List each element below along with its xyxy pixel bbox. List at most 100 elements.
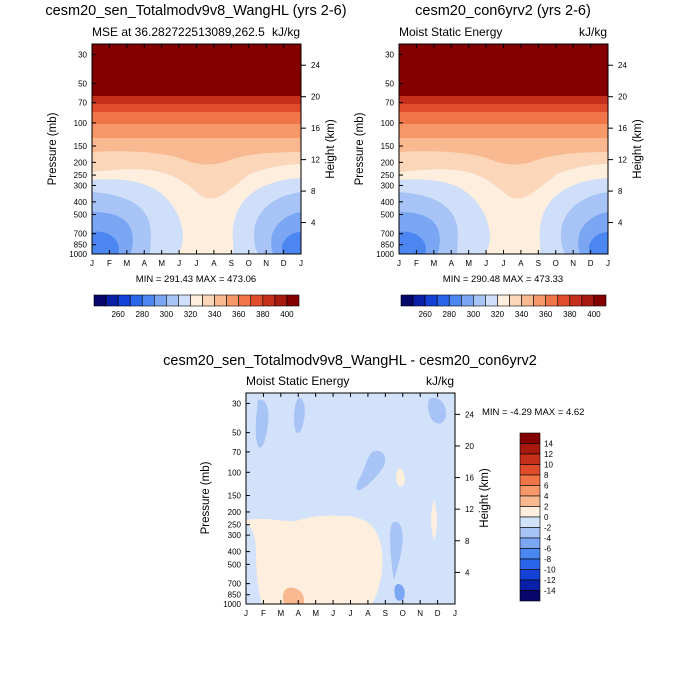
panel-2-left-label: Moist Static Energy: [399, 25, 502, 39]
panel-1-colorbar-swatch: [105, 294, 119, 307]
panel-1-stats: MIN = 291.43 MAX = 473.06: [136, 274, 256, 285]
panel-2-x-tick-label: J: [502, 259, 506, 268]
panel-3-pressure-tick-label: 100: [228, 468, 242, 477]
panel-2-stats: MIN = 290.48 MAX = 473.33: [443, 274, 563, 285]
panel-2-height-tick-label: 24: [618, 61, 627, 70]
panel-1-colorbar-swatch: [190, 294, 203, 307]
panel-3-height-tick-label: 24: [465, 410, 474, 419]
panel-2-x-tick-label: J: [606, 259, 610, 268]
panel-3-contour-fill: [246, 393, 455, 604]
panel-2-height-tick-label: 8: [618, 187, 623, 196]
panel-3-pressure-tick-label: 1000: [223, 600, 241, 609]
panel-1-x-tick-label: M: [158, 259, 165, 268]
panel-1-height-tick-label: 20: [311, 93, 320, 102]
panel-1-colorbar-swatch: [178, 294, 191, 307]
panel-2-colorbar-label: 400: [587, 310, 601, 319]
panel-1-pressure-tick-label: 70: [78, 99, 87, 108]
panel-2-colorbar-label: 380: [563, 310, 577, 319]
panel-2-pressure-tick-label: 50: [385, 79, 394, 88]
panel-2-pressure-tick-label: 400: [381, 198, 395, 207]
panel-3-units-label: kJ/kg: [426, 374, 454, 388]
panel-1-colorbar-swatch: [274, 294, 288, 307]
panel-2-pressure-tick-label: 300: [381, 181, 395, 190]
panel-2-x-tick-label: S: [536, 259, 541, 268]
panel-3-colorbar-label: 6: [544, 482, 549, 491]
panel-2-colorbar-label: 320: [491, 310, 505, 319]
panel-1-colorbar: 260 280 300 320 340 360 380 400: [93, 294, 300, 319]
panel-1-pressure-tick-label: 30: [78, 50, 87, 59]
panel-3-pressure-tick-label: 300: [228, 531, 242, 540]
panel-1-height-tick-label: 4: [311, 219, 316, 228]
panel-2-pressure-tick-label: 70: [385, 99, 394, 108]
panel-2-colorbar-swatch: [509, 294, 522, 307]
panel-3-colorbar-swatch: [519, 558, 541, 570]
panel-2-colorbar-label: 280: [443, 310, 457, 319]
panel-1-height-tick-label: 12: [311, 156, 320, 165]
panel-2-colorbar-swatch: [412, 294, 426, 307]
panel-2-x-tick-label: J: [397, 259, 401, 268]
panel-1-x-tick-label: J: [299, 259, 303, 268]
panel-2-title: cesm20_con6yrv2 (yrs 2-6): [415, 3, 591, 19]
panel-1-colorbar-swatch: [129, 294, 143, 307]
panel-3-colorbar-swatch: [519, 527, 541, 539]
panel-2-colorbar-swatch: [593, 294, 607, 307]
panel-1-pressure-tick-label: 400: [74, 198, 88, 207]
panel-2-contour-fill: [399, 44, 608, 254]
panel-2-colorbar-swatch: [569, 294, 583, 307]
panel-3-colorbar-swatch: [519, 579, 541, 591]
panel-2-x-tick-label: J: [484, 259, 488, 268]
panel-3-pressure-tick-label: 500: [228, 560, 242, 569]
panel-3-stats: MIN = -4.29 MAX = 4.62: [482, 407, 584, 418]
panel-3: cesm20_sen_Totalmodv9v8_WangHL - cesm20_…: [163, 353, 584, 618]
panel-1-pressure-tick-label: 1000: [69, 250, 87, 259]
panel-3-x-tick-label: M: [312, 609, 319, 618]
panel-1-x-tick-label: A: [211, 259, 217, 268]
panel-1-height-tick-label: 8: [311, 187, 316, 196]
panel-3-pressure-tick-label: 200: [228, 508, 242, 517]
panel-3-pressure-tick-label: 250: [228, 521, 242, 530]
panel-3-x-tick-label: J: [244, 609, 248, 618]
panel-1-pressure-tick-label: 300: [74, 181, 88, 190]
panel-1-colorbar-swatch: [226, 294, 240, 307]
panel-2-colorbar-swatch: [436, 294, 450, 307]
panel-2-colorbar-swatch: [497, 294, 510, 307]
panel-3-colorbar-swatch: [519, 495, 541, 507]
panel-1-x-tick-label: M: [123, 259, 130, 268]
panel-3-colorbar-label: -8: [544, 555, 552, 564]
panel-2-colorbar-swatch: [521, 294, 534, 307]
panel-1-colorbar-label: 360: [232, 310, 246, 319]
panel-3-colorbar-label: 8: [544, 471, 549, 480]
panel-2-colorbar-swatch: [400, 294, 414, 307]
panel-1-colorbar-label: 260: [111, 310, 125, 319]
panel-1-x-tick-label: S: [229, 259, 234, 268]
panel-3-colorbar-swatch: [519, 590, 541, 602]
panel-2-colorbar-swatch: [485, 294, 498, 307]
panel-3-height-tick-label: 20: [465, 442, 474, 451]
panel-3-height-tick-label: 8: [465, 537, 470, 546]
panel-1-ylabel-right: Height (km): [325, 119, 337, 179]
panel-3-colorbar-label: 10: [544, 461, 553, 470]
panel-1-x-tick-label: F: [107, 259, 112, 268]
panel-2-units-label: kJ/kg: [579, 25, 607, 39]
panel-1-colorbar-swatch: [250, 294, 264, 307]
panel-2: cesm20_con6yrv2 (yrs 2-6) Moist Static E…: [354, 3, 644, 319]
panel-1-units-label: kJ/kg: [272, 25, 300, 39]
panel-3-colorbar-swatch: [519, 443, 541, 455]
panel-3-height-tick-label: 4: [465, 568, 470, 577]
panel-2-colorbar-label: 340: [515, 310, 529, 319]
panel-3-pressure-tick-label: 30: [232, 399, 241, 408]
panel-1-colorbar-swatch: [141, 294, 155, 307]
panel-3-colorbar-swatch: [519, 548, 541, 560]
panel-2-pressure-tick-label: 1000: [376, 250, 394, 259]
panel-3-colorbar-swatch: [519, 537, 541, 549]
panel-1-pressure-tick-label: 100: [74, 119, 88, 128]
panel-3-colorbar-label: 0: [544, 513, 549, 522]
panel-3-left-label: Moist Static Energy: [246, 374, 349, 388]
panel-1-pressure-tick-label: 850: [74, 241, 88, 250]
panel-1-colorbar-swatch: [93, 294, 107, 307]
panel-3-pressure-tick-label: 400: [228, 548, 242, 557]
